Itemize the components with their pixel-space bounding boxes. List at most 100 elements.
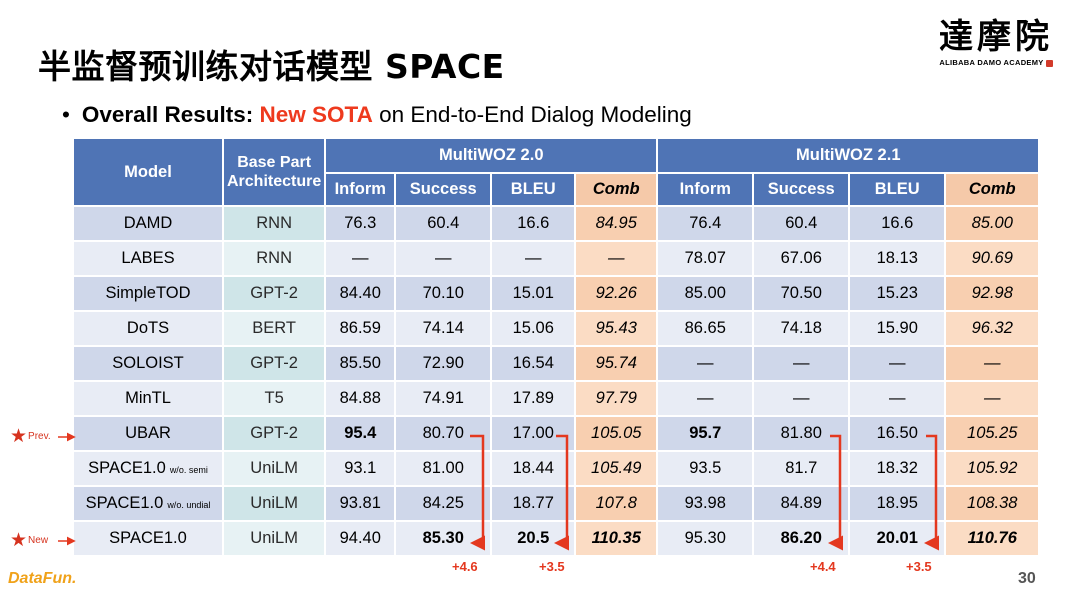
value-cell: — (324, 240, 397, 277)
model-name: DoTS (126, 319, 170, 337)
value-cell: 95.30 (656, 520, 755, 557)
comb-cell: 105.92 (944, 450, 1041, 487)
value-cell: 81.80 (752, 415, 851, 452)
subtitle-rest: on End-to-End Dialog Modeling (379, 102, 692, 127)
value-cell: 74.18 (752, 310, 851, 347)
model-cell: MinTL (72, 380, 224, 417)
model-cell: UBAR (72, 415, 224, 452)
value-cell: 16.54 (490, 345, 577, 382)
table-row: SPACE1.0 w/o. semi UniLM 93.1 81.00 18.44 105.… (72, 450, 1041, 487)
value-cell: 86.65 (656, 310, 755, 347)
star-icon: ★ (10, 530, 28, 551)
model-cell: SPACE1.0 (72, 520, 224, 557)
value-cell: — (752, 380, 851, 417)
damo-academy-logo: 達摩院 ALIBABA DAMO ACADEMY (928, 18, 1064, 67)
model-cell: LABES (72, 240, 224, 277)
value-cell: — (490, 240, 577, 277)
arch-cell: UniLM (221, 520, 327, 557)
value-cell: 70.10 (394, 275, 493, 312)
comb-cell: 107.8 (574, 485, 659, 522)
value-cell: 76.4 (656, 205, 755, 242)
header-bleu-21: BLEU (848, 172, 947, 207)
value-cell: 80.70 (394, 415, 493, 452)
value-cell: 16.6 (490, 205, 577, 242)
value-cell: 81.00 (394, 450, 493, 487)
model-variant: w/o. undial (167, 500, 211, 510)
table-row: UBAR GPT-2 95.4 80.70 17.00 105.05 95.7 81.80 16… (72, 415, 1041, 452)
arch-cell: RNN (221, 205, 327, 242)
value-cell: 15.06 (490, 310, 577, 347)
model-name: SOLOIST (112, 354, 184, 372)
model-cell: SimpleTOD (72, 275, 224, 312)
comb-cell: 105.25 (944, 415, 1041, 452)
value-cell: 95.4 (324, 415, 397, 452)
value-cell: 84.88 (324, 380, 397, 417)
value-cell: — (656, 380, 755, 417)
value-cell: 15.90 (848, 310, 947, 347)
value-cell: 67.06 (752, 240, 851, 277)
bullet-icon: • (62, 102, 70, 127)
value-cell: 17.00 (490, 415, 577, 452)
delta-success-20: +4.6 (452, 559, 478, 574)
value-cell: 95.7 (656, 415, 755, 452)
arch-cell: GPT-2 (221, 275, 327, 312)
comb-cell: 105.05 (574, 415, 659, 452)
subtitle: • Overall Results: New SOTA on End-to-End… (62, 102, 692, 128)
model-name: SPACE1.0 (85, 494, 164, 512)
header-success-20: Success (394, 172, 493, 207)
value-cell: 60.4 (752, 205, 851, 242)
table-row: SOLOIST GPT-2 85.50 72.90 16.54 95.74— — — — (72, 345, 1041, 382)
value-cell: — (656, 345, 755, 382)
value-cell: 74.14 (394, 310, 493, 347)
header-multiwoz20: MultiWOZ 2.0 (324, 137, 659, 174)
value-cell: 74.91 (394, 380, 493, 417)
value-cell: 18.95 (848, 485, 947, 522)
value-cell: 18.32 (848, 450, 947, 487)
comb-cell: 110.35 (574, 520, 659, 557)
value-cell: 18.77 (490, 485, 577, 522)
table-row: DoTS BERT 86.59 74.14 15.06 95.43 86.65 74.18 15… (72, 310, 1041, 347)
arch-cell: UniLM (221, 450, 327, 487)
value-cell: 85.30 (394, 520, 493, 557)
value-cell: 60.4 (394, 205, 493, 242)
model-cell: DAMD (72, 205, 224, 242)
value-cell: 93.1 (324, 450, 397, 487)
datafun-logo: DataFun. (8, 570, 77, 587)
value-cell: 84.25 (394, 485, 493, 522)
header-arch: Base Part Architecture (221, 137, 327, 207)
header-comb-20: Comb (574, 172, 659, 207)
value-cell: — (848, 380, 947, 417)
comb-cell: 90.69 (944, 240, 1041, 277)
comb-cell: 95.43 (574, 310, 659, 347)
table-row: SPACE1.0 w/o. undial UniLM 93.81 84.25 18.77 1… (72, 485, 1041, 522)
value-cell: 15.23 (848, 275, 947, 312)
comb-cell: 96.32 (944, 310, 1041, 347)
value-cell: 81.7 (752, 450, 851, 487)
value-cell: — (848, 345, 947, 382)
value-cell: 93.81 (324, 485, 397, 522)
value-cell: 17.89 (490, 380, 577, 417)
arch-cell: BERT (221, 310, 327, 347)
table-row: SPACE1.0 UniLM 94.40 85.30 20.5 110.35 95.30 86… (72, 520, 1041, 557)
value-cell: 86.59 (324, 310, 397, 347)
value-cell: 20.5 (490, 520, 577, 557)
comb-cell: 110.76 (944, 520, 1041, 557)
comb-cell: 105.49 (574, 450, 659, 487)
value-cell: 94.40 (324, 520, 397, 557)
header-inform-20: Inform (324, 172, 397, 207)
value-cell: 85.00 (656, 275, 755, 312)
table-row: DAMD RNN 76.3 60.4 16.6 84.95 76.4 60.4 16.6 85.0… (72, 205, 1041, 242)
comb-cell: 85.00 (944, 205, 1041, 242)
value-cell: 16.6 (848, 205, 947, 242)
page-number: 30 (1018, 570, 1036, 587)
arch-cell: UniLM (221, 485, 327, 522)
arch-cell: RNN (221, 240, 327, 277)
header-inform-21: Inform (656, 172, 755, 207)
comb-cell: — (574, 240, 659, 277)
model-variant: w/o. semi (169, 465, 208, 475)
value-cell: 76.3 (324, 205, 397, 242)
table-row: SimpleTOD GPT-2 84.40 70.10 15.01 92.26 85.00 7… (72, 275, 1041, 312)
value-cell: 70.50 (752, 275, 851, 312)
value-cell: 84.89 (752, 485, 851, 522)
model-name: SPACE1.0 (88, 459, 166, 477)
